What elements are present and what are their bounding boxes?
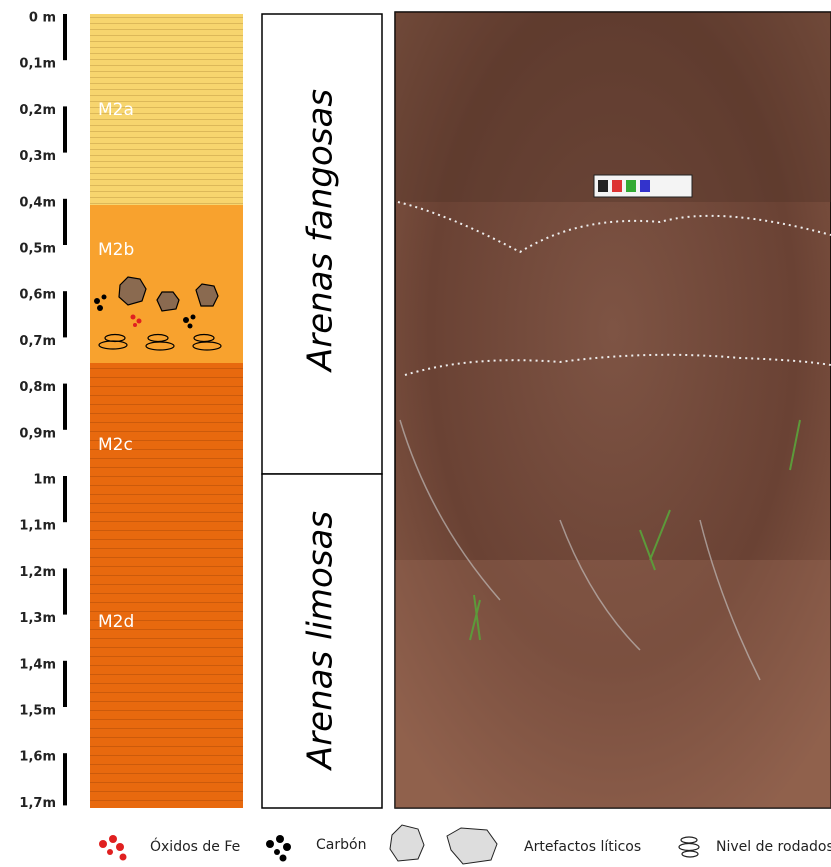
depth-label: 0,8m <box>19 380 56 395</box>
stratigraphy-diagram: Arenas fangosas Arenas limosas Óxidos de… <box>0 0 831 867</box>
scale-bar <box>63 384 67 430</box>
scale-bar <box>63 568 67 614</box>
depth-label: 1m <box>33 473 56 488</box>
legend-label: Artefactos líticos <box>524 839 641 855</box>
unit-label: M2d <box>98 612 134 632</box>
depth-label: 1,5m <box>19 704 56 719</box>
scale-bar <box>63 199 67 245</box>
depth-label: 0,1m <box>19 57 56 72</box>
field-photo <box>395 12 831 808</box>
unit-label: M2a <box>98 100 134 120</box>
depth-label: 1,1m <box>19 519 56 534</box>
depth-label: 0,6m <box>19 288 56 303</box>
depth-label: 1,3m <box>19 611 56 626</box>
depth-label: 1,4m <box>19 657 56 672</box>
depth-label: 0 m <box>29 11 56 26</box>
depth-label: 0,4m <box>19 195 56 210</box>
scale-bar <box>63 797 67 805</box>
figure: Arenas fangosas Arenas limosas Óxidos de… <box>0 0 831 867</box>
depth-label: 1,6m <box>19 750 56 765</box>
depth-label: 0,3m <box>19 149 56 164</box>
depth-label: 1,2m <box>19 565 56 580</box>
legend-label: Óxidos de Fe <box>150 837 240 855</box>
scale-bar <box>63 476 67 522</box>
scale-bar <box>63 106 67 152</box>
legend-label: Carbón <box>316 837 366 853</box>
facies-label: Arenas limosas <box>301 511 341 771</box>
scale-bar <box>63 291 67 337</box>
unit-label: M2b <box>98 240 134 260</box>
facies-label: Arenas fangosas <box>301 89 341 373</box>
depth-label: 0,2m <box>19 103 56 118</box>
unit-label: M2c <box>98 435 133 455</box>
scale-bar <box>63 753 67 799</box>
depth-label: 0,7m <box>19 334 56 349</box>
depth-label: 0,9m <box>19 426 56 441</box>
scale-bar <box>63 661 67 707</box>
layer-texture <box>90 363 243 808</box>
depth-label: 1,7m <box>19 796 56 811</box>
scale-bar <box>63 14 67 60</box>
depth-label: 0,5m <box>19 242 56 257</box>
legend-label: Nivel de rodados <box>716 839 831 855</box>
